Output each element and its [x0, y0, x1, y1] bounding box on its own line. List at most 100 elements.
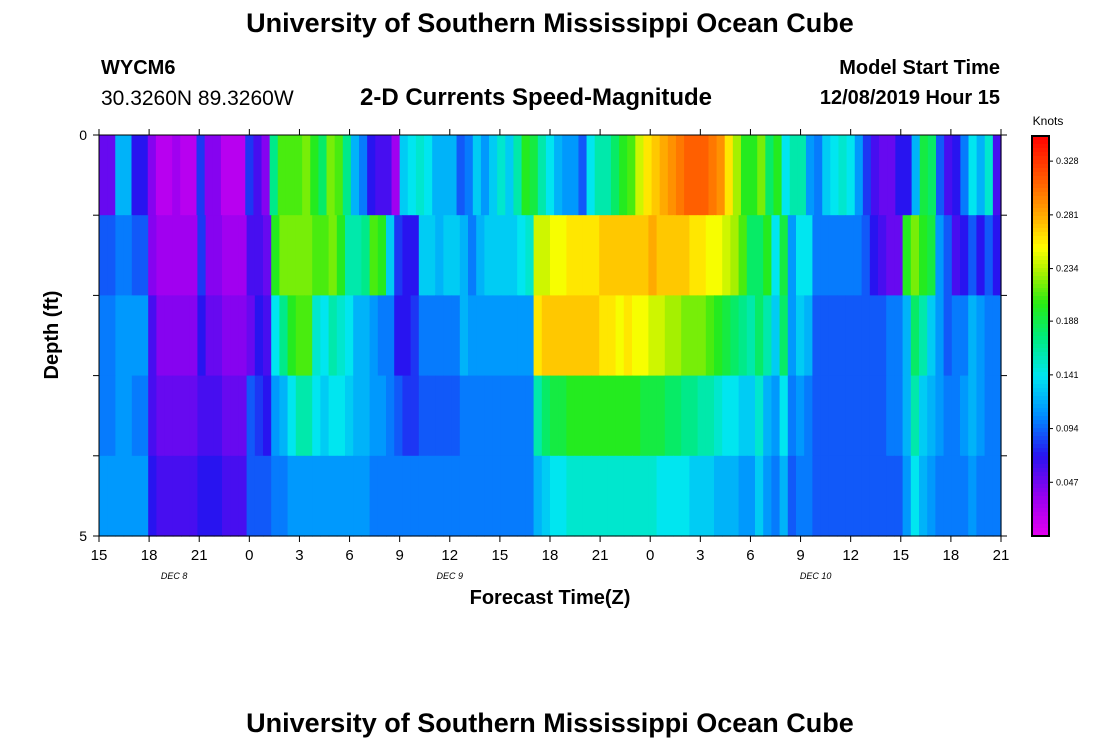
heatmap-cell [468, 295, 477, 377]
heatmap-cell [976, 375, 986, 457]
heatmap-cell [279, 455, 289, 537]
heatmap-cell [960, 215, 969, 296]
heatmap-cell [213, 295, 223, 377]
x-tick-label: 15 [91, 547, 108, 564]
heatmap-cell [295, 375, 305, 457]
colorbar-segment [1032, 400, 1049, 405]
colorbar-tick-label: 0.141 [1056, 370, 1079, 380]
heatmap-cell [369, 295, 379, 377]
colorbar-segment [1032, 192, 1049, 197]
heatmap-cell [342, 135, 352, 216]
colorbar-segment [1032, 276, 1049, 281]
heatmap-cell [796, 455, 805, 537]
heatmap-cell [320, 295, 330, 377]
heatmap-cell [328, 455, 338, 537]
heatmap-cell [771, 295, 781, 377]
heatmap-cell [410, 375, 420, 457]
colorbar-segment [1032, 240, 1049, 245]
heatmap-cell [640, 455, 649, 537]
heatmap-cell [615, 215, 625, 296]
heatmap-cell [722, 455, 731, 537]
heatmap-cell [830, 135, 840, 216]
heatmap-cell [673, 295, 682, 377]
heatmap-cell [591, 455, 600, 537]
colorbar-segment [1032, 164, 1049, 169]
heatmap-cell [468, 215, 477, 296]
heatmap-cell [951, 295, 961, 377]
colorbar-segment [1032, 312, 1049, 317]
heatmap-cell [295, 455, 305, 537]
heatmap-cell [594, 135, 604, 216]
heatmap-cell [796, 215, 805, 296]
heatmap-cell [951, 375, 961, 457]
heatmap-cell [664, 295, 674, 377]
colorbar-segment [1032, 512, 1049, 517]
colorbar-segment [1032, 148, 1049, 153]
x-tick-labels: 15 18 21 0 3 6 9 12 15 18 21 0 3 6 9 12 15 18 21 [91, 547, 1010, 564]
heatmap-cell [878, 215, 887, 296]
heatmap-cell [328, 215, 338, 296]
heatmap-cell [574, 375, 584, 457]
heatmap-cell [838, 135, 848, 216]
heatmap-cell [435, 375, 444, 457]
heatmap-cell [643, 135, 653, 216]
heatmap-cell [513, 135, 523, 216]
colorbar-segment [1032, 388, 1049, 393]
heatmap-cell [456, 135, 466, 216]
heatmap-cell [755, 375, 764, 457]
colorbar-segment [1032, 144, 1049, 149]
heatmap-cell [714, 295, 723, 377]
heatmap-cell [951, 455, 961, 537]
colorbar-segment [1032, 424, 1049, 429]
heatmap-cell [781, 135, 791, 216]
heatmap-cell [722, 375, 731, 457]
colorbar-segment [1032, 380, 1049, 385]
heatmap-cell [509, 295, 518, 377]
heatmap-cell [805, 135, 815, 216]
heatmap-cell [927, 215, 936, 296]
colorbar-segment [1032, 228, 1049, 233]
heatmap-cell [369, 215, 379, 296]
heatmap-cell [804, 215, 813, 296]
heatmap-cell [837, 455, 846, 537]
heatmap-cell [500, 215, 510, 296]
heatmap-cell [651, 135, 661, 216]
heatmap-cell [591, 375, 600, 457]
heatmap-cell [468, 375, 477, 457]
heatmap-cell [911, 135, 921, 216]
heatmap-cell [525, 375, 535, 457]
heatmap-cell [599, 215, 608, 296]
heatmap-cell [960, 375, 969, 457]
heatmap-cell [164, 135, 173, 216]
colorbar-segment [1032, 420, 1049, 425]
heatmap-cell [845, 455, 854, 537]
heatmap-cell [878, 455, 887, 537]
heatmap-cell [312, 295, 321, 377]
heatmap-cell [554, 135, 563, 216]
heatmap-cell [599, 455, 608, 537]
x-tick-label: 18 [943, 547, 960, 564]
heatmap-cell [386, 375, 395, 457]
heatmap-cell [968, 455, 977, 537]
heatmap-cell [812, 215, 822, 296]
colorbar-segment [1032, 516, 1049, 521]
heatmap-cell [533, 375, 543, 457]
heatmap-cell [796, 375, 805, 457]
x-tick-label: 21 [592, 547, 609, 564]
colorbar-segment [1032, 204, 1049, 209]
heatmap-cell [968, 135, 978, 216]
heatmap-cell [820, 295, 830, 377]
heatmap-cell [869, 455, 879, 537]
heatmap-cell [131, 135, 141, 216]
heatmap-cell [919, 215, 928, 296]
heatmap-cell [574, 295, 584, 377]
heatmap-cell [976, 215, 986, 296]
heatmap-cell [271, 455, 280, 537]
x-date-label: DEC 8 [161, 571, 188, 581]
heatmap-cell [976, 295, 986, 377]
heatmap-cell [820, 455, 830, 537]
heatmap-cell [229, 135, 238, 216]
heatmap-cell [361, 375, 371, 457]
heatmap-cell [312, 215, 321, 296]
heatmap-cell [919, 375, 928, 457]
